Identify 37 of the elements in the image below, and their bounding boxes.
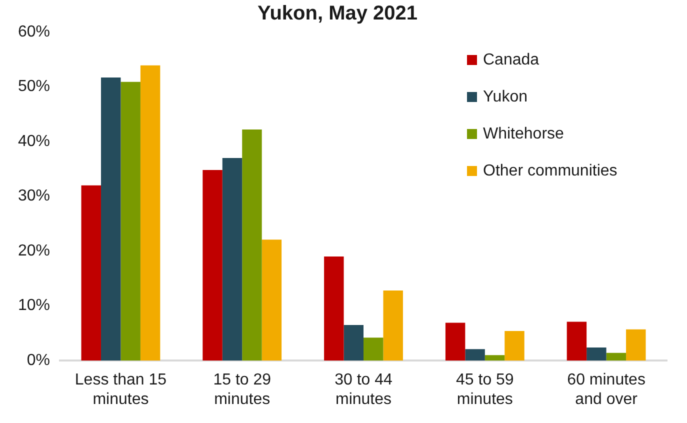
bar (262, 240, 282, 361)
bar (100, 77, 121, 361)
x-tick-label: 60 minutes and over (567, 372, 646, 408)
bar (586, 347, 606, 361)
bar (445, 322, 466, 361)
bar (504, 331, 524, 361)
bar (606, 352, 626, 361)
bar (383, 290, 403, 361)
bar (484, 355, 505, 361)
x-tick-label: Less than 15 minutes (74, 372, 167, 408)
bar (222, 158, 242, 361)
bar (81, 185, 101, 361)
legend-label: Yukon (483, 88, 528, 106)
bar (364, 338, 384, 361)
bar (465, 349, 485, 361)
bar (324, 256, 344, 361)
legend-label: Whitehorse (483, 125, 564, 142)
y-tick-label: 40% (18, 132, 50, 150)
x-tick-label: 30 to 44 minutes (334, 372, 393, 408)
y-tick-label: 20% (18, 242, 50, 260)
chart-title: Yukon, May 2021 (257, 2, 418, 25)
y-tick-label: 10% (18, 297, 50, 314)
y-tick-label: 50% (18, 78, 50, 96)
y-tick-label: 0% (26, 352, 50, 370)
bar (140, 65, 160, 361)
bar (344, 325, 364, 361)
y-tick-label: 60% (18, 23, 50, 40)
bar (566, 322, 587, 361)
bar (202, 170, 222, 361)
legend-label: Other communities (483, 162, 618, 180)
bar (242, 129, 262, 361)
bar (120, 82, 140, 361)
legend-label: Canada (483, 51, 540, 68)
y-tick-label: 30% (18, 188, 50, 205)
x-tick-label: 45 to 59 minutes (456, 372, 514, 408)
bar (626, 329, 646, 361)
x-tick-label: 15 to 29 minutes (213, 372, 272, 408)
